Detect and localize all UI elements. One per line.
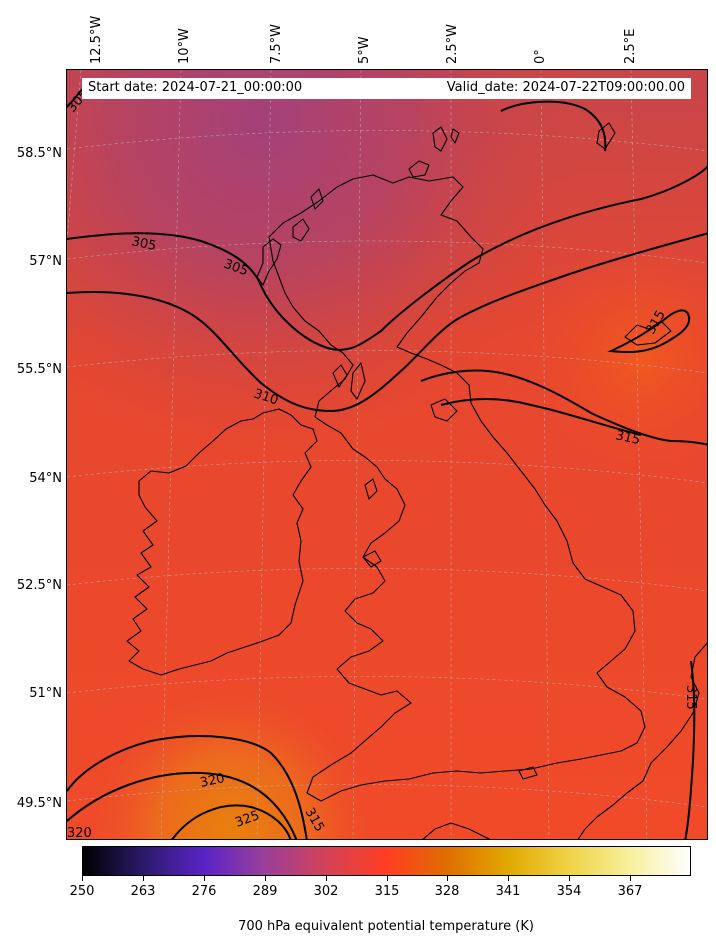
lon-label-2-5w: 2.5°W	[445, 23, 460, 64]
lat-label-49-5n: 49.5°N	[16, 796, 62, 811]
lon-label-2-5e: 2.5°E	[623, 28, 638, 64]
start-date-text: Start date: 2024-07-21_00:00:00	[88, 80, 303, 95]
colorbar-tick-label: 341	[495, 884, 521, 899]
colorbar-tick-label: 328	[434, 884, 460, 899]
colorbar-title: 700 hPa equivalent potential temperature…	[238, 919, 534, 934]
colorbar-tick-label: 354	[556, 884, 582, 899]
lon-label-7-5w: 7.5°W	[269, 23, 284, 64]
norway-coast	[596, 122, 616, 150]
graticule	[67, 70, 707, 839]
map-canvas: 305 305 310 315 315 315 315 320 320 325 …	[67, 70, 707, 840]
valid-date-text: Valid_date: 2024-07-22T09:00:00.00	[446, 80, 685, 95]
colorbar-tick	[326, 876, 327, 881]
contour-320	[67, 771, 298, 839]
colorbar-tick	[569, 876, 570, 881]
contour-315-south	[67, 735, 308, 839]
colorbar-tick-label: 367	[617, 884, 643, 899]
colorbar-tick-label: 263	[130, 884, 156, 899]
colorbar-tick	[447, 876, 448, 881]
coastlines	[126, 122, 707, 839]
colorbar-tick	[82, 876, 83, 881]
contour-label-320-b: 320	[67, 826, 92, 840]
contour-label-310: 310	[252, 387, 280, 409]
orkney-coast	[408, 160, 430, 178]
colorbar-tick-label: 315	[374, 884, 400, 899]
ireland-coast	[126, 408, 318, 676]
colorbar-tick	[265, 876, 266, 881]
colorbar-tick-label: 289	[252, 884, 278, 899]
contour-310	[67, 232, 707, 413]
contour-label-320-a: 320	[199, 771, 226, 791]
lat-label-57n: 57°N	[29, 254, 62, 269]
colorbar-tick	[204, 876, 205, 881]
colorbar-tick	[387, 876, 388, 881]
colorbar	[82, 846, 691, 876]
lon-label-5w: 5°W	[357, 36, 372, 64]
contour-315-east-arc	[440, 398, 642, 436]
colorbar-tick-label: 276	[191, 884, 217, 899]
lat-label-52-5n: 52.5°N	[16, 578, 62, 593]
great-britain-coast	[268, 174, 646, 802]
lon-label-10w: 10°W	[177, 28, 192, 64]
map-panel: 305 305 310 315 315 315 315 320 320 325 …	[66, 69, 708, 840]
lat-label-55-5n: 55.5°N	[16, 362, 62, 377]
contour-315-ne-loop	[607, 309, 691, 353]
lon-label-0: 0°	[533, 49, 548, 64]
isle-of-man-coast	[364, 478, 378, 500]
contour-label-315-a: 315	[614, 428, 641, 448]
contour-315-east-edge	[684, 660, 696, 839]
contour-305-north	[67, 165, 707, 351]
hebrides-coast	[256, 238, 282, 286]
contour-315-northeast	[420, 369, 707, 446]
date-info-box: Start date: 2024-07-21_00:00:00 Valid_da…	[82, 78, 691, 99]
colorbar-tick	[630, 876, 631, 881]
shetland-coast	[432, 126, 448, 152]
colorbar-tick	[508, 876, 509, 881]
colorbar-tick-label: 250	[69, 884, 95, 899]
contour-label-315-c: 315	[683, 685, 698, 710]
contour-325	[171, 804, 292, 839]
lon-label-12-5w: 12.5°W	[89, 15, 104, 64]
lat-label-51n: 51°N	[29, 686, 62, 701]
lat-label-54n: 54°N	[29, 471, 62, 486]
colorbar-tick	[143, 876, 144, 881]
contour-label-305-a: 305	[130, 234, 157, 254]
contour-305-north-loop	[500, 100, 607, 152]
lat-label-58-5n: 58.5°N	[16, 146, 62, 161]
colorbar-tick-label: 302	[313, 884, 339, 899]
contours	[67, 80, 707, 839]
